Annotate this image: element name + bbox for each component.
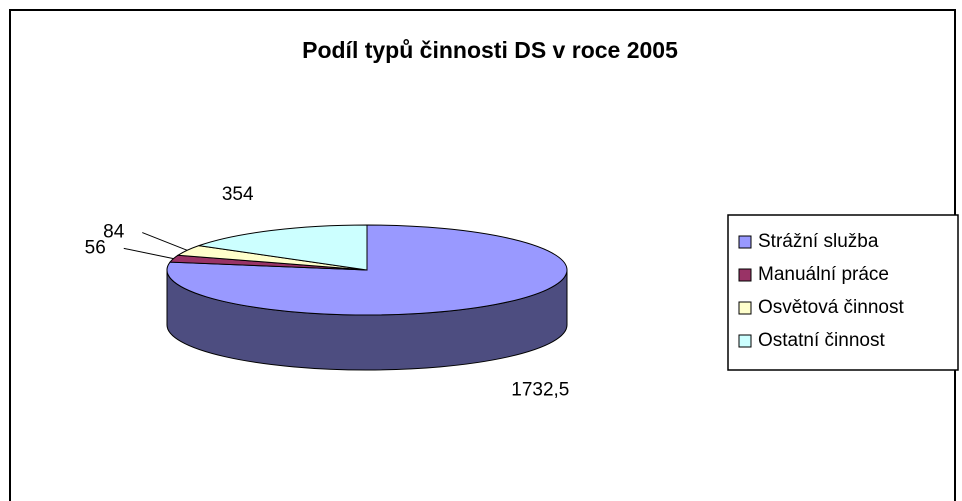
data-label: 84 <box>103 222 125 243</box>
legend-label: Osvětová činnost <box>758 297 904 318</box>
legend-label: Ostatní činnost <box>758 330 885 351</box>
legend-swatch <box>738 235 752 249</box>
chart-title: Podíl typů činnosti DS v roce 2005 <box>302 37 678 63</box>
legend-label: Strážní služba <box>758 231 879 252</box>
leader-line <box>123 247 174 260</box>
data-label: 354 <box>222 184 254 205</box>
pie-slice <box>198 224 368 271</box>
legend-label: Manuální práce <box>758 264 889 285</box>
data-label: 1732,5 <box>511 380 569 401</box>
legend-swatch <box>738 268 752 282</box>
leader-line <box>142 232 188 251</box>
pie-slice <box>166 224 568 316</box>
legend-swatch <box>738 334 752 348</box>
legend-box <box>727 214 959 371</box>
data-label: 56 <box>85 237 106 258</box>
legend-swatch <box>738 301 752 315</box>
